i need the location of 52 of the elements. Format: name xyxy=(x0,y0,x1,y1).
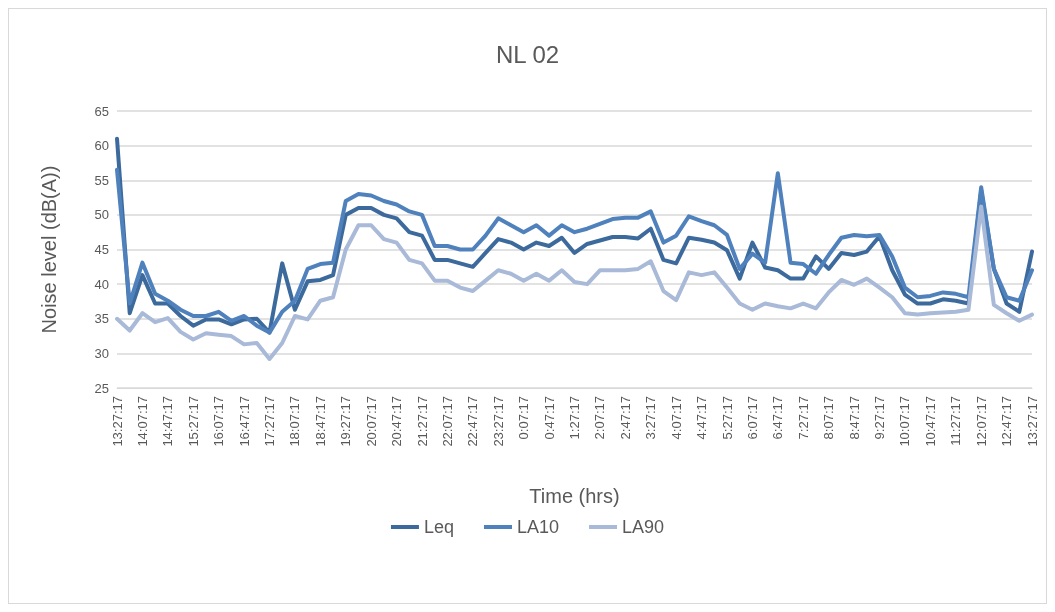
x-tick-label: 8:07:17 xyxy=(821,396,837,440)
x-tick-label: 0:07:17 xyxy=(516,396,532,440)
x-tick-label: 4:47:17 xyxy=(694,396,710,440)
legend-label: Leq xyxy=(423,517,454,537)
x-tick-label: 14:47:17 xyxy=(160,396,176,447)
y-tick-label: 30 xyxy=(94,345,109,361)
x-tick-label: 14:07:17 xyxy=(134,396,150,447)
x-tick-label: 22:47:17 xyxy=(465,396,481,447)
x-tick-label: 0:47:17 xyxy=(541,396,557,440)
x-tick-label: 23:27:17 xyxy=(490,396,506,447)
x-tick-label: 10:47:17 xyxy=(922,396,938,447)
y-tick-label: 65 xyxy=(94,103,109,119)
x-tick-label: 13:27:17 xyxy=(1024,396,1040,447)
x-tick-label: 18:07:17 xyxy=(287,396,303,447)
y-tick-label: 45 xyxy=(94,242,109,257)
x-tick-label: 20:07:17 xyxy=(363,396,379,447)
x-tick-label: 9:27:17 xyxy=(872,396,887,440)
x-tick-label: 2:47:17 xyxy=(617,396,633,440)
x-tick-label: 2:07:17 xyxy=(592,396,608,440)
y-tick-label: 40 xyxy=(94,276,109,292)
x-tick-label: 15:27:17 xyxy=(185,396,201,447)
x-tick-label: 3:27:17 xyxy=(643,396,659,440)
x-tick-label: 8:47:17 xyxy=(846,396,862,440)
x-tick-label: 7:27:17 xyxy=(795,396,811,440)
x-tick-label: 18:47:17 xyxy=(312,396,328,447)
x-tick-label: 6:07:17 xyxy=(744,396,760,440)
x-tick-label: 10:07:17 xyxy=(897,396,913,447)
x-tick-label: 17:27:17 xyxy=(262,396,277,447)
x-tick-label: 16:07:17 xyxy=(211,396,227,447)
y-tick-label: 60 xyxy=(94,138,109,154)
chart-title: NL 02 xyxy=(495,40,560,68)
x-tick-label: 11:27:17 xyxy=(948,396,964,446)
x-tick-label: 12:47:17 xyxy=(999,396,1015,447)
x-tick-label: 12:07:17 xyxy=(973,396,989,447)
x-tick-label: 20:47:17 xyxy=(389,396,405,447)
x-tick-label: 19:27:17 xyxy=(338,396,354,447)
x-tick-label: 22:07:17 xyxy=(439,396,455,447)
legend-label: LA10 xyxy=(516,517,560,537)
legend-label: LA90 xyxy=(622,517,665,537)
x-tick-label: 6:47:17 xyxy=(770,396,786,440)
x-axis-title: Time (hrs) xyxy=(529,485,620,507)
x-tick-label: 5:27:17 xyxy=(719,396,735,440)
y-tick-label: 25 xyxy=(94,380,109,396)
y-tick-label: 55 xyxy=(94,172,109,188)
x-tick-label: 21:27:17 xyxy=(414,396,430,447)
y-tick-label: 35 xyxy=(94,311,109,327)
x-tick-label: 16:47:17 xyxy=(236,396,252,447)
x-tick-label: 4:07:17 xyxy=(668,396,684,440)
x-tick-label: 13:27:17 xyxy=(109,396,125,447)
y-tick-label: 50 xyxy=(94,207,109,223)
y-axis-title: Noise level (dB(A)) xyxy=(38,165,60,334)
x-tick-label: 1:27:17 xyxy=(567,396,582,440)
